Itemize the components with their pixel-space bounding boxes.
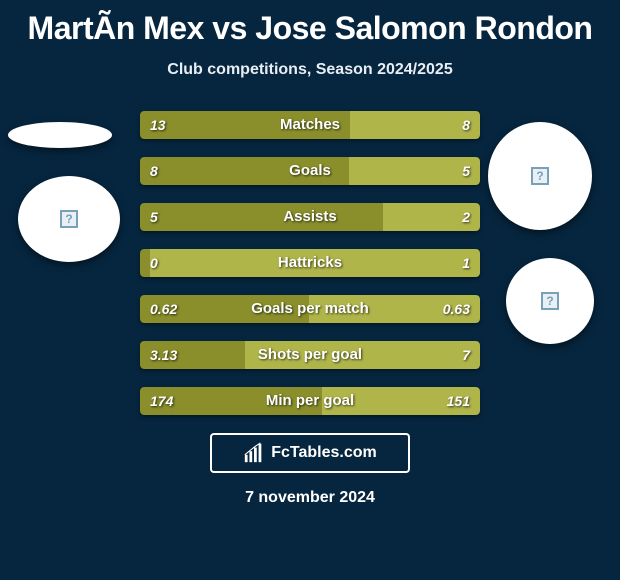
avatar-placeholder-icon: ? xyxy=(541,292,559,310)
left-player-avatar: ? xyxy=(18,176,120,262)
metric-row: 85Goals xyxy=(140,157,480,185)
site-logo: FcTables.com xyxy=(210,433,410,473)
metric-value-right: 5 xyxy=(462,157,470,185)
metric-bar-right xyxy=(150,249,480,277)
metric-value-right: 1 xyxy=(462,249,470,277)
comparison-bars: 138Matches85Goals52Assists01Hattricks0.6… xyxy=(140,111,480,415)
avatar-placeholder-icon: ? xyxy=(531,167,549,185)
metric-value-left: 5 xyxy=(150,203,158,231)
metric-value-left: 3.13 xyxy=(150,341,177,369)
metric-value-left: 0.62 xyxy=(150,295,177,323)
metric-row: 01Hattricks xyxy=(140,249,480,277)
metric-bar-right xyxy=(350,111,480,139)
metric-bar-left xyxy=(140,111,350,139)
metric-bar-right xyxy=(245,341,480,369)
metric-value-right: 2 xyxy=(462,203,470,231)
metric-value-left: 13 xyxy=(150,111,166,139)
metric-row: 174151Min per goal xyxy=(140,387,480,415)
metric-row: 52Assists xyxy=(140,203,480,231)
metric-value-right: 151 xyxy=(447,387,470,415)
site-logo-text: FcTables.com xyxy=(271,444,377,462)
metric-value-right: 8 xyxy=(462,111,470,139)
metric-bar-left xyxy=(140,203,383,231)
right-player-avatar: ? xyxy=(488,122,592,230)
right-team-avatar: ? xyxy=(506,258,594,344)
metric-bar-left xyxy=(140,157,349,185)
metric-row: 3.137Shots per goal xyxy=(140,341,480,369)
metric-bar-left xyxy=(140,249,150,277)
metric-value-left: 8 xyxy=(150,157,158,185)
metric-row: 0.620.63Goals per match xyxy=(140,295,480,323)
generation-date: 7 november 2024 xyxy=(0,489,620,507)
metric-value-right: 7 xyxy=(462,341,470,369)
metric-bar-right xyxy=(349,157,480,185)
page-subtitle: Club competitions, Season 2024/2025 xyxy=(0,61,620,79)
avatar-placeholder-icon: ? xyxy=(60,210,78,228)
page-title: MartÃ­n Mex vs Jose Salomon Rondon xyxy=(0,0,620,47)
metric-value-left: 174 xyxy=(150,387,173,415)
bar-chart-icon xyxy=(243,442,265,464)
metric-row: 138Matches xyxy=(140,111,480,139)
metric-value-right: 0.63 xyxy=(443,295,470,323)
left-team-ellipse xyxy=(8,122,112,148)
metric-value-left: 0 xyxy=(150,249,158,277)
